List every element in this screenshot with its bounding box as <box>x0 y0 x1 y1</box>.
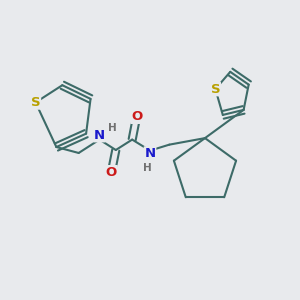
Text: S: S <box>211 82 220 96</box>
Text: N: N <box>144 147 156 160</box>
Text: N: N <box>94 129 105 142</box>
Text: H: H <box>109 123 117 133</box>
Text: O: O <box>106 166 117 179</box>
Text: S: S <box>31 96 40 109</box>
Text: H: H <box>143 163 152 173</box>
Text: O: O <box>131 110 142 123</box>
